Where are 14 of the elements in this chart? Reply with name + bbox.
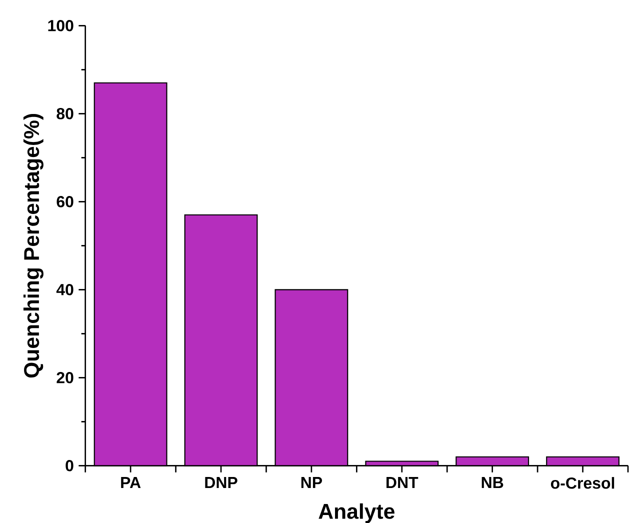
x-tick-label: NP (301, 477, 322, 488)
x-tick-label: PA (121, 477, 141, 488)
x-tick-label: o-Cresol (550, 477, 614, 489)
y-tick-label: 80 (56, 108, 74, 120)
y-tick-label: 40 (56, 284, 74, 296)
y-axis-title: Quenching Percentage(%) (23, 114, 44, 378)
x-tick-label: NB (482, 477, 504, 488)
x-tick-label: DNP (205, 477, 238, 488)
x-tick-label: DNT (386, 477, 418, 488)
y-tick-label: 20 (56, 372, 74, 384)
y-tick-label: 100 (48, 20, 74, 32)
y-tick-label: 0 (66, 460, 74, 472)
y-tick-label: 60 (56, 196, 74, 208)
x-axis-title: Analyte (318, 503, 394, 523)
